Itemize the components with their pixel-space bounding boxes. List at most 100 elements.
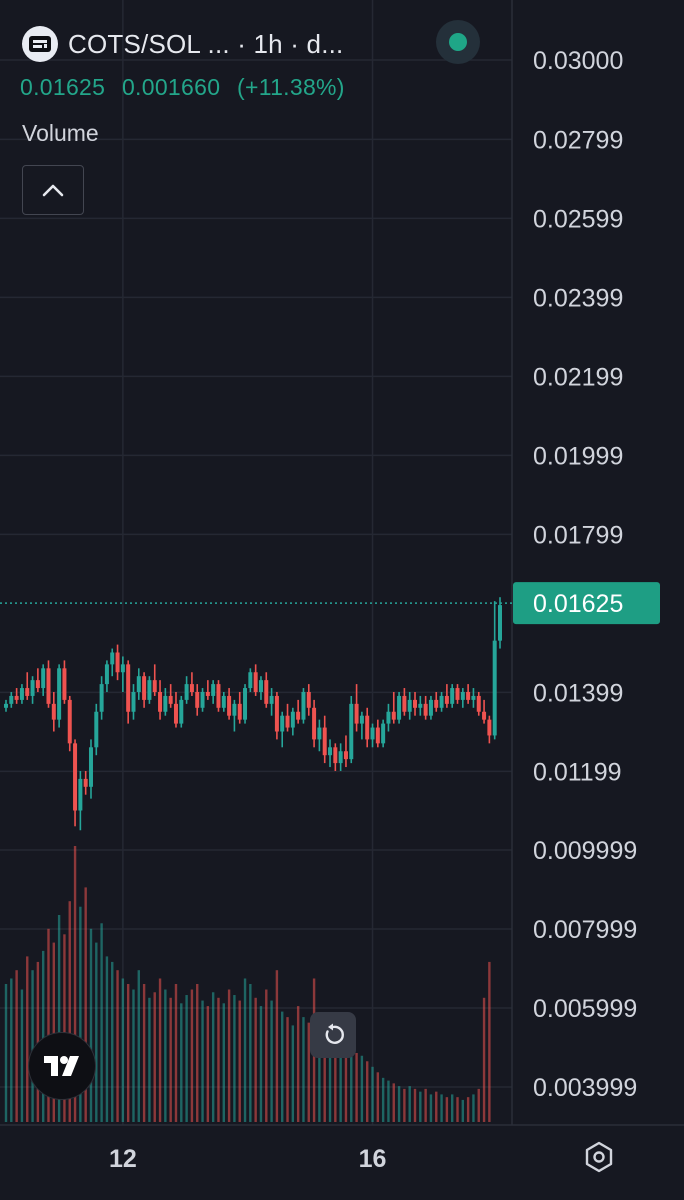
volume-bar xyxy=(95,942,98,1122)
collapse-legend-button[interactable] xyxy=(22,165,84,215)
candle-body xyxy=(14,695,19,700)
price-axis-label: 0.005999 xyxy=(533,995,637,1023)
volume-bar xyxy=(254,997,257,1122)
chart-settings-button[interactable] xyxy=(580,1138,618,1176)
candle-body xyxy=(200,692,205,708)
candle-body xyxy=(99,684,104,712)
candle-body xyxy=(455,688,460,700)
candle-body xyxy=(312,707,317,740)
candle-body xyxy=(482,711,487,720)
candle-body xyxy=(338,751,343,764)
volume-bar xyxy=(249,984,252,1122)
volume-bar xyxy=(185,995,188,1122)
volume-bar xyxy=(4,984,8,1122)
candle-body xyxy=(423,703,428,716)
volume-bar xyxy=(360,1055,364,1122)
candle-body xyxy=(158,692,163,712)
volume-bar xyxy=(190,989,194,1122)
candle-body xyxy=(94,711,99,748)
candle-body xyxy=(407,699,412,712)
candle-body xyxy=(184,684,189,700)
candle-body xyxy=(365,715,370,740)
candle-body xyxy=(152,680,157,692)
volume-bar xyxy=(488,961,491,1122)
chart-header: COTS/SOL ... · 1h · d... xyxy=(22,22,343,66)
candle-body xyxy=(25,688,30,696)
volume-bar xyxy=(206,1006,210,1122)
volume-bar xyxy=(323,1033,326,1122)
volume-bar xyxy=(137,970,140,1122)
candle-body xyxy=(131,692,136,712)
chevron-up-icon xyxy=(42,184,64,197)
candle-body xyxy=(221,695,226,708)
candle-body xyxy=(173,703,178,724)
last-price-value: 0.01625 xyxy=(20,74,106,100)
volume-bar xyxy=(169,997,172,1122)
volume-bar xyxy=(450,1094,454,1122)
volume-bar xyxy=(334,1050,337,1122)
candle-body xyxy=(120,664,125,673)
settings-icon xyxy=(585,1141,613,1173)
interval-label: · 1h · d... xyxy=(229,28,344,59)
volume-bar xyxy=(445,1097,449,1122)
candle-body xyxy=(296,711,301,720)
candle-body xyxy=(57,668,62,720)
candle-body xyxy=(413,699,418,708)
price-axis-label: 0.02799 xyxy=(533,126,623,154)
candle-body xyxy=(370,727,375,740)
candle-body xyxy=(115,652,120,673)
volume-bar xyxy=(456,1097,459,1122)
candle-body xyxy=(73,743,78,811)
candle-body xyxy=(333,747,338,764)
price-change-value: 0.001660 xyxy=(121,74,221,100)
volume-bar xyxy=(424,1088,427,1122)
candle-body xyxy=(285,715,290,728)
volume-bar xyxy=(318,1039,321,1122)
volume-bar xyxy=(477,1088,480,1122)
volume-bar xyxy=(366,1061,369,1122)
volume-bar xyxy=(344,1047,348,1122)
candle-body xyxy=(450,688,455,704)
price-axis-label: 0.007999 xyxy=(533,916,637,944)
volume-bar xyxy=(196,984,199,1122)
candle-body xyxy=(460,692,465,700)
volume-bar xyxy=(376,1072,380,1122)
reset-chart-button[interactable] xyxy=(310,1012,356,1058)
volume-bar xyxy=(350,1025,353,1122)
price-change-percent: (+11.38%) xyxy=(237,74,345,100)
candle-body xyxy=(274,695,279,732)
volume-bar xyxy=(265,989,268,1122)
volume-bar xyxy=(111,961,114,1122)
volume-bar xyxy=(116,970,119,1122)
volume-bar xyxy=(63,934,66,1122)
candle-body xyxy=(62,668,67,700)
candle-body xyxy=(498,605,502,641)
candle-body xyxy=(78,778,83,811)
volume-bar xyxy=(158,978,162,1122)
tradingview-logo-icon[interactable] xyxy=(28,1032,96,1100)
status-dot-icon xyxy=(449,33,467,51)
volume-bar xyxy=(89,928,93,1122)
candle-body xyxy=(126,664,131,712)
volume-bar xyxy=(217,997,220,1122)
candle-body xyxy=(386,711,391,724)
market-status-indicator xyxy=(436,20,480,64)
candle-body xyxy=(306,692,311,708)
symbol-title[interactable]: COTS/SOL ... · 1h · d... xyxy=(68,29,343,60)
volume-bar xyxy=(153,992,156,1122)
candle-body xyxy=(428,699,433,716)
candle-body xyxy=(211,684,216,696)
time-axis-label: 12 xyxy=(109,1145,137,1173)
volume-bar xyxy=(302,1017,305,1122)
volume-bar xyxy=(26,956,29,1122)
candle-body xyxy=(253,672,258,692)
last-price-badge xyxy=(513,582,660,625)
candle-body xyxy=(354,703,359,724)
price-axis-label: 0.01799 xyxy=(533,521,623,549)
symbol-name: COTS/SOL ... xyxy=(68,28,230,59)
candle-body xyxy=(269,695,274,704)
candle-body xyxy=(237,703,242,720)
volume-bar xyxy=(413,1088,417,1122)
volume-bar xyxy=(148,997,151,1122)
